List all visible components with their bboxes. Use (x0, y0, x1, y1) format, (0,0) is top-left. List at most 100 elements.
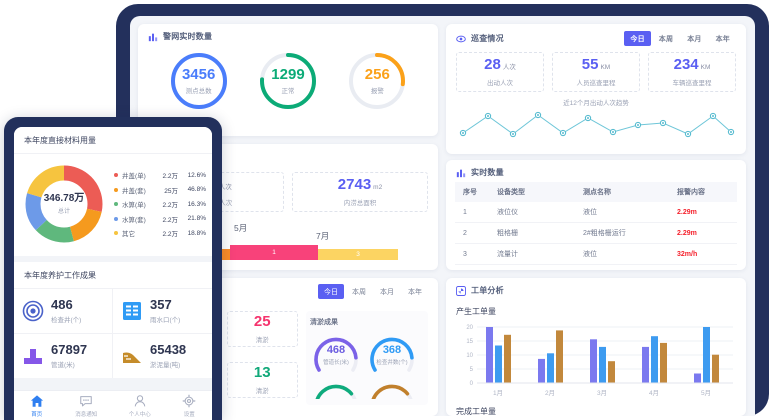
bar-group-jan (486, 327, 511, 383)
cell-point-name: 2#粗格栅运行 (575, 222, 669, 244)
nav-item-message-label: 消息通知 (75, 411, 98, 418)
dredge-result-title: 清淤成果 (310, 319, 338, 326)
nav-item-message[interactable]: 消息通知 (75, 394, 97, 418)
care-tile-sludge[interactable]: 65438 淤泥量(吨) (113, 334, 212, 378)
ring-alarm: 256 报警 (346, 50, 408, 112)
maintain-tabs[interactable]: 今日 本周 本月 本年 (318, 284, 428, 299)
care-tile-manhole-value: 486 (51, 297, 73, 312)
gauge-brown (366, 377, 418, 399)
alarm-table: 序号 设备类型 测点名称 报警内容 1 液位仪 液位 2.29m (455, 182, 737, 265)
care-panel: 本年度养护工作成果 486 检查井(个) (14, 262, 212, 378)
flood-stat-area-value: 2743 (337, 176, 372, 193)
patrol-stat-dispatch: 28 人次 出动人次 (456, 52, 544, 92)
table-row[interactable]: 1 液位仪 液位 2.29m (455, 202, 737, 223)
tablet-screen: 警网实时数量 3456 测点总数 (130, 16, 755, 416)
legend-dot (114, 187, 118, 192)
timeline-label-2: 5月 (234, 223, 248, 233)
ring-alarm-label: 报警 (370, 88, 384, 95)
tab-week[interactable]: 本周 (346, 284, 372, 299)
nav-item-home-label: 首页 (31, 411, 43, 418)
legend-item: 井盖(单) 2.2万 12.6% (114, 170, 206, 180)
care-tile-pipe[interactable]: 67897 管道(米) (14, 334, 113, 378)
legend-percent: 18.8% (187, 229, 206, 237)
nav-item-home[interactable]: 首页 (30, 394, 44, 418)
tab-month[interactable]: 本月 (374, 284, 400, 299)
phone-screen: 本年度直接材料用量 346.78万 总计 (14, 127, 212, 420)
nav-item-settings-label: 设置 (183, 411, 195, 418)
bar-chart-icon (148, 33, 158, 41)
patrol-stat-dispatch-unit: 人次 (502, 64, 516, 71)
maintain-stat-4-value: 13 (253, 363, 271, 381)
maintain-body: 13 维修 25 清淤 8 维修 13 清淤 (138, 299, 438, 405)
legend-dot (114, 202, 118, 206)
maintain-stat-2-caption: 清淤 (255, 337, 269, 344)
table-row[interactable]: 3 流量计 液位 32m/h (455, 243, 737, 265)
legend-dot (114, 231, 118, 235)
timeline-bar-3[interactable]: 3 (318, 249, 398, 260)
tab-year[interactable]: 本年 (402, 284, 428, 299)
legend-amount: 25万 (164, 187, 178, 195)
legend-amount: 2.2万 (162, 202, 178, 209)
monitor-panel: 警网实时数量 3456 测点总数 (138, 24, 438, 136)
gauge-manhole-count: 368 检查井数(个) (366, 330, 418, 376)
care-tile-pipe-value: 67897 (51, 342, 88, 357)
tab-today[interactable]: 今日 (318, 284, 344, 299)
care-tile-manhole[interactable]: 486 检查井(个) (14, 289, 113, 334)
nav-item-person[interactable]: 个人中心 (129, 394, 151, 418)
tab-year[interactable]: 本年 (709, 31, 736, 46)
sludge-icon (123, 352, 141, 363)
care-tile-grate[interactable]: 357 雨水口(个) (113, 289, 212, 334)
ring-alarm-value: 256 (364, 66, 390, 83)
ring-total-value: 3456 (181, 66, 216, 83)
workorder-section-b-title: 完成工单量 (456, 407, 496, 416)
bar-chart-icon (456, 169, 466, 177)
tab-today[interactable]: 今日 (624, 31, 651, 46)
svg-text:5: 5 (470, 367, 474, 373)
phone-bottom-nav: 首页 消息通知 个人中心 (14, 390, 212, 420)
ring-total: 3456 测点总数 (168, 50, 230, 112)
patrol-panel-title: 巡查情况 (471, 34, 504, 43)
patrol-trend-line-chart (459, 111, 735, 138)
gauge-green (310, 377, 362, 399)
maintain-header: 今日 本周 本月 本年 (138, 278, 438, 299)
phone-frame: 本年度直接材料用量 346.78万 总计 (4, 117, 222, 420)
flood-stat-area-unit: m2 (373, 184, 383, 191)
svg-text:0: 0 (470, 381, 474, 387)
cell-device-type: 流量计 (489, 243, 575, 265)
legend-item: 井盖(套) 25万 46.8% (114, 185, 206, 195)
alarm-table-wrap: 序号 设备类型 测点名称 报警内容 1 液位仪 液位 2.29m (446, 182, 746, 265)
flood-stat-area: 2743 m2 内涝总面积 (292, 172, 428, 212)
svg-text:15: 15 (466, 339, 473, 345)
material-donut-chart: 346.78万 总计 (22, 162, 106, 246)
patrol-stat-dispatch-value: 28 (484, 56, 501, 73)
person-icon (134, 394, 145, 407)
message-icon (80, 395, 92, 406)
grate-icon (123, 302, 141, 320)
alarm-panel: 实时数量 序号 设备类型 测点名称 报警内容 1 液位仪 液位 (446, 160, 746, 270)
cell-point-name: 液位 (575, 202, 669, 223)
alarm-panel-header: 实时数量 (446, 160, 746, 182)
cell-alarm-content: 2.29m (669, 202, 737, 223)
patrol-panel-header: 巡查情况 今日 本周 本月 本年 (446, 24, 746, 50)
nav-item-person-label: 个人中心 (128, 411, 151, 418)
donut-center-value: 346.78万 (43, 192, 85, 204)
donut-center-label: 总计 (57, 208, 70, 215)
bar-group-mar (590, 339, 615, 383)
legend-amount: 2.2万 (162, 231, 178, 238)
gauge-row-2 (310, 377, 424, 399)
tab-week[interactable]: 本周 (652, 31, 680, 46)
patrol-tabs[interactable]: 今日 本周 本月 本年 (624, 31, 736, 46)
timeline-bar-2[interactable]: 1 (230, 245, 318, 260)
patrol-stat-person-km: 55 KM 人员巡查里程 (552, 52, 640, 92)
patrol-stat-dispatch-caption: 出动人次 (487, 80, 513, 87)
legend-item: 水箅(套) 2.2万 21.8% (114, 214, 206, 224)
table-row[interactable]: 2 粗格栅 2#粗格栅运行 2.29m (455, 222, 737, 244)
gauge-manhole-value: 368 (382, 343, 402, 356)
col-device-type: 设备类型 (489, 182, 575, 202)
tab-month[interactable]: 本月 (681, 31, 708, 46)
patrol-panel: 巡查情况 今日 本周 本月 本年 28 人次 出动人次 55 KM 人员巡查里程 (446, 24, 746, 154)
patrol-stat-person-km-caption: 人员巡查里程 (576, 80, 616, 87)
care-panel-title: 本年度养护工作成果 (14, 262, 212, 289)
nav-item-settings[interactable]: 设置 (182, 394, 196, 418)
legend-percent: 12.6% (187, 171, 206, 179)
